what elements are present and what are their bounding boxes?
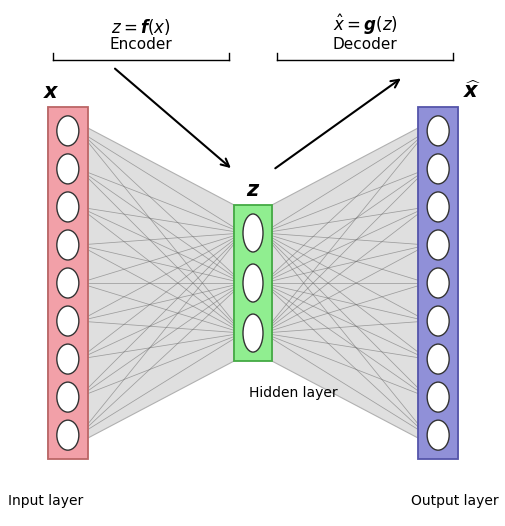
Ellipse shape: [426, 192, 448, 222]
Text: Decoder: Decoder: [332, 37, 397, 52]
Ellipse shape: [426, 268, 448, 298]
Ellipse shape: [57, 116, 79, 146]
Text: $z = \boldsymbol{f}(x)$: $z = \boldsymbol{f}(x)$: [111, 17, 171, 37]
Ellipse shape: [426, 344, 448, 374]
Text: $\hat{x} = \boldsymbol{g}(z)$: $\hat{x} = \boldsymbol{g}(z)$: [332, 12, 397, 37]
Text: Output layer: Output layer: [410, 494, 497, 508]
Bar: [48, 107, 88, 459]
Ellipse shape: [57, 306, 79, 336]
Ellipse shape: [426, 306, 448, 336]
Ellipse shape: [57, 344, 79, 374]
Ellipse shape: [426, 116, 448, 146]
Ellipse shape: [242, 314, 263, 352]
Ellipse shape: [242, 214, 263, 252]
Ellipse shape: [57, 230, 79, 260]
Ellipse shape: [426, 154, 448, 184]
Bar: [417, 107, 457, 459]
Ellipse shape: [57, 382, 79, 412]
Polygon shape: [48, 107, 233, 459]
Ellipse shape: [242, 264, 263, 302]
Ellipse shape: [57, 192, 79, 222]
Text: Input layer: Input layer: [8, 494, 83, 508]
Polygon shape: [272, 107, 457, 459]
Text: $\boldsymbol{x}$: $\boldsymbol{x}$: [43, 82, 60, 102]
Ellipse shape: [57, 268, 79, 298]
Ellipse shape: [426, 382, 448, 412]
Ellipse shape: [426, 230, 448, 260]
Text: $\widehat{\boldsymbol{x}}$: $\widehat{\boldsymbol{x}}$: [462, 80, 480, 102]
Ellipse shape: [426, 420, 448, 450]
Bar: [233, 205, 272, 361]
Text: Encoder: Encoder: [109, 37, 172, 52]
Text: Hidden layer: Hidden layer: [248, 386, 337, 400]
Ellipse shape: [57, 420, 79, 450]
Ellipse shape: [57, 154, 79, 184]
Text: $\boldsymbol{z}$: $\boldsymbol{z}$: [245, 180, 260, 200]
